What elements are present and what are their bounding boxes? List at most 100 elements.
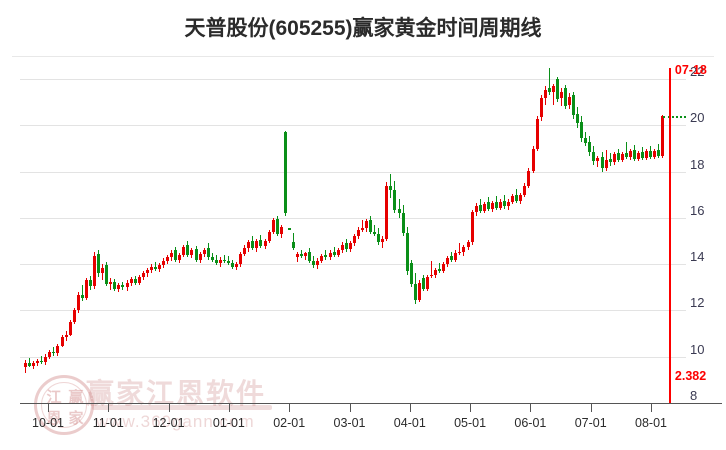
gridline-12 bbox=[20, 310, 686, 312]
candle-body bbox=[645, 150, 649, 158]
cycle-marker-line[interactable] bbox=[668, 68, 671, 403]
candle-body bbox=[174, 250, 178, 260]
candle-body bbox=[44, 356, 48, 362]
candle-body bbox=[40, 360, 44, 363]
candle-body bbox=[182, 246, 186, 255]
x-tick-label-01-01: 01-01 bbox=[212, 416, 245, 430]
candle-body bbox=[499, 201, 503, 208]
candle-body bbox=[109, 281, 113, 284]
candle-body bbox=[231, 263, 235, 267]
candle-body bbox=[450, 256, 454, 260]
candle-body bbox=[320, 256, 324, 261]
price-level-line bbox=[662, 116, 686, 119]
candle-body bbox=[198, 253, 202, 260]
candle-body bbox=[474, 206, 478, 213]
candle-body bbox=[68, 322, 72, 335]
x-tick-11-01 bbox=[108, 404, 110, 412]
x-tick-label-05-01: 05-01 bbox=[454, 416, 487, 430]
candle-body bbox=[101, 267, 105, 274]
gridline-22 bbox=[20, 79, 686, 81]
gridline-18 bbox=[20, 171, 686, 173]
y-tick-label-20: 20 bbox=[690, 110, 705, 126]
candle-body bbox=[76, 295, 80, 311]
candle-body bbox=[624, 153, 628, 157]
candle-body bbox=[539, 97, 543, 118]
candle-body bbox=[373, 231, 377, 235]
candle-body bbox=[568, 96, 572, 105]
candle-body bbox=[186, 244, 190, 255]
candle-body bbox=[405, 233, 409, 272]
candle-wick bbox=[361, 220, 363, 232]
candle-body bbox=[360, 228, 364, 230]
candle-body bbox=[84, 280, 88, 298]
candle-wick bbox=[625, 141, 627, 159]
candle-body bbox=[117, 285, 121, 289]
candle-body bbox=[507, 201, 511, 207]
x-tick-label-04-01: 04-01 bbox=[393, 416, 426, 430]
candle-body bbox=[612, 154, 616, 163]
candle-wick bbox=[552, 83, 554, 105]
candle-body bbox=[515, 194, 519, 201]
candle-body bbox=[125, 282, 129, 288]
candle-body bbox=[251, 241, 255, 249]
candle-body bbox=[166, 257, 170, 261]
candle-body bbox=[24, 362, 27, 368]
candle-wick bbox=[292, 233, 294, 251]
x-tick-06-01 bbox=[530, 404, 532, 412]
candle-body bbox=[393, 190, 397, 210]
candle-body bbox=[641, 152, 645, 158]
header-divider bbox=[12, 56, 714, 57]
candle-body bbox=[312, 260, 316, 266]
x-tick-label-11-01: 11-01 bbox=[92, 416, 124, 430]
candle-body bbox=[235, 264, 239, 267]
x-tick-07-01 bbox=[590, 404, 592, 412]
candle-body bbox=[36, 360, 40, 364]
candle-body bbox=[454, 252, 458, 260]
candle-body bbox=[519, 194, 523, 201]
x-tick-label-10-01: 10-01 bbox=[32, 416, 64, 430]
candle-body bbox=[227, 260, 230, 264]
candle-body bbox=[413, 283, 417, 301]
candle-body bbox=[153, 266, 157, 269]
candle-body bbox=[72, 310, 76, 323]
candle-body bbox=[137, 276, 141, 283]
candle-body bbox=[608, 158, 612, 163]
chart-plot-area[interactable] bbox=[20, 60, 686, 404]
candle-wick bbox=[439, 263, 441, 274]
candle-body bbox=[121, 285, 125, 288]
candle-body bbox=[133, 279, 137, 283]
candle-body bbox=[409, 263, 413, 284]
candle-body bbox=[300, 253, 304, 257]
candle-body bbox=[32, 363, 36, 366]
candle-body bbox=[283, 132, 287, 214]
candle-wick bbox=[597, 155, 599, 168]
candle-body bbox=[389, 185, 393, 191]
candle-wick bbox=[382, 236, 384, 249]
candle-body bbox=[105, 265, 109, 284]
candle-body bbox=[271, 220, 275, 232]
candle-wick bbox=[81, 285, 83, 302]
candle-body bbox=[397, 208, 401, 214]
x-tick-03-01 bbox=[349, 404, 351, 412]
candle-wick bbox=[374, 224, 376, 237]
x-tick-12-01 bbox=[168, 404, 170, 412]
candle-body bbox=[377, 234, 381, 243]
candle-body bbox=[113, 281, 117, 289]
candle-body bbox=[425, 276, 429, 289]
candle-body bbox=[97, 253, 101, 274]
candle-body bbox=[243, 248, 247, 254]
y-tick-label-12: 12 bbox=[690, 295, 705, 311]
candle-body bbox=[478, 205, 482, 212]
candle-body bbox=[291, 242, 295, 249]
candle-body bbox=[580, 121, 584, 139]
candle-body bbox=[332, 251, 336, 255]
x-tick-label-06-01: 06-01 bbox=[514, 416, 547, 430]
x-tick-label-12-01: 12-01 bbox=[152, 416, 185, 430]
candle-wick bbox=[41, 355, 43, 364]
candle-body bbox=[620, 154, 624, 161]
candle-body bbox=[162, 260, 166, 266]
candle-body bbox=[304, 253, 308, 257]
candle-body bbox=[222, 259, 226, 261]
candle-body bbox=[60, 337, 64, 346]
candle-wick bbox=[548, 67, 550, 96]
